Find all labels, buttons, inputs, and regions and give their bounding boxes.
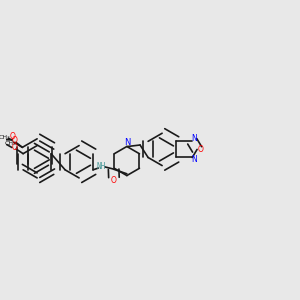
Text: O: O bbox=[111, 176, 117, 185]
Text: O: O bbox=[9, 132, 15, 141]
Text: O: O bbox=[11, 136, 17, 145]
Text: O: O bbox=[198, 145, 204, 154]
Text: N: N bbox=[192, 134, 197, 143]
Text: CH₃: CH₃ bbox=[4, 141, 16, 146]
Text: CH₃: CH₃ bbox=[0, 135, 11, 140]
Text: N: N bbox=[124, 139, 130, 148]
Text: O: O bbox=[11, 143, 17, 152]
Text: N: N bbox=[192, 155, 197, 164]
Text: NH: NH bbox=[97, 162, 106, 171]
